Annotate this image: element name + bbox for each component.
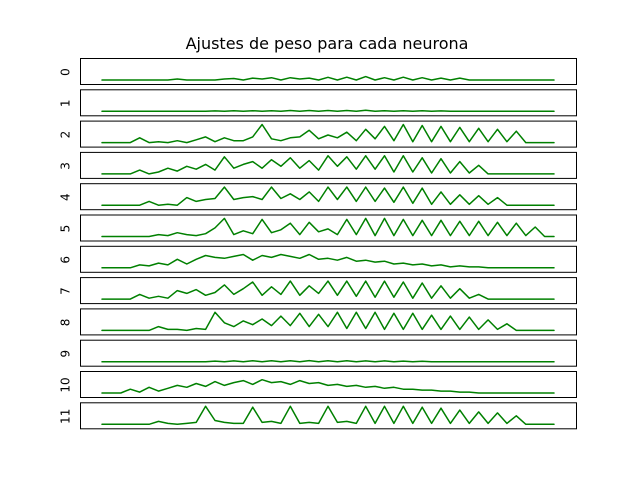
subplot-label-0: 0 bbox=[59, 68, 73, 76]
subplot-label-4: 4 bbox=[59, 193, 73, 201]
series-line-10 bbox=[101, 378, 555, 394]
series-line-7 bbox=[101, 280, 555, 300]
subplot-8: 8 bbox=[59, 308, 577, 336]
subplot-frame bbox=[80, 308, 577, 336]
series-line-6 bbox=[101, 253, 555, 269]
series-line-3 bbox=[101, 155, 555, 175]
subplot-11: 11 bbox=[59, 402, 577, 430]
subplot-label-5: 5 bbox=[59, 225, 73, 233]
series-line-4 bbox=[101, 186, 555, 206]
subplot-label-3: 3 bbox=[59, 162, 73, 170]
subplot-4: 4 bbox=[59, 183, 577, 211]
subplot-label-6: 6 bbox=[59, 256, 73, 264]
chart-title: Ajustes de peso para cada neurona bbox=[186, 34, 469, 53]
subplot-frame bbox=[80, 120, 577, 148]
subplot-0: 0 bbox=[59, 58, 577, 85]
series-line-5 bbox=[101, 217, 555, 238]
series-line-9 bbox=[101, 359, 555, 363]
subplot-label-11: 11 bbox=[59, 409, 73, 424]
subplot-6: 6 bbox=[59, 245, 577, 273]
subplot-5: 5 bbox=[59, 214, 577, 242]
subplot-10: 10 bbox=[59, 371, 577, 398]
series-line-8 bbox=[101, 311, 555, 332]
subplot-stack: 0 1 2 3 4 5 6 7 8 9 10 11 bbox=[59, 58, 577, 430]
subplot-3: 3 bbox=[59, 151, 577, 179]
series-line-0 bbox=[101, 75, 555, 81]
series-line-2 bbox=[101, 123, 555, 144]
subplot-label-7: 7 bbox=[59, 287, 73, 295]
subplot-label-2: 2 bbox=[59, 131, 73, 139]
subplot-9: 9 bbox=[59, 339, 577, 367]
series-line-11 bbox=[101, 405, 555, 426]
subplot-label-1: 1 bbox=[59, 99, 73, 107]
subplot-2: 2 bbox=[59, 120, 577, 148]
subplot-7: 7 bbox=[59, 277, 577, 305]
series-line-1 bbox=[101, 109, 555, 113]
subplot-label-9: 9 bbox=[59, 350, 73, 358]
subplot-1: 1 bbox=[59, 89, 577, 117]
subplot-label-10: 10 bbox=[59, 377, 73, 392]
subplot-label-8: 8 bbox=[59, 319, 73, 327]
